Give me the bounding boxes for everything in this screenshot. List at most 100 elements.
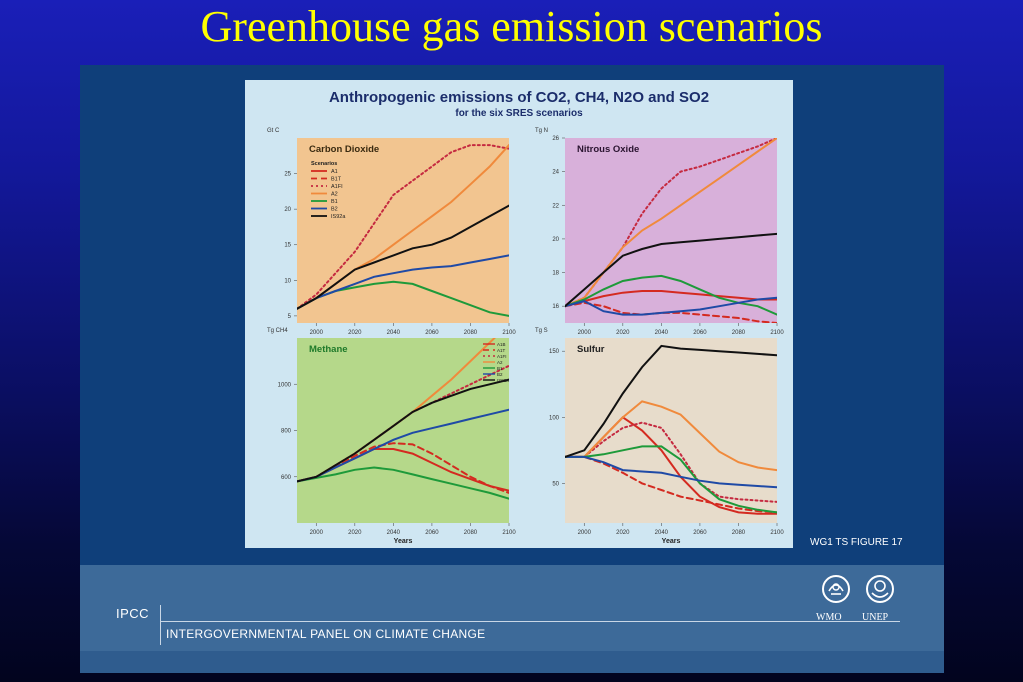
x-tick-label: 2000 [310, 530, 324, 536]
x-tick-label: 2040 [655, 330, 669, 336]
x-tick-label: 2000 [578, 530, 592, 536]
wmo-logo-icon [822, 575, 850, 603]
x-tick-label: 2080 [464, 330, 478, 336]
legend-entry: A1 [331, 169, 338, 175]
x-tick-label: 2100 [770, 330, 784, 336]
footer-band [80, 565, 944, 651]
y-tick-label: 100 [549, 415, 560, 421]
chart-3: Tg S 50 100 150 2000 2020 2040 2060 2080 2100 Year… [535, 328, 784, 545]
axis-unit-label: Gt C [267, 128, 280, 134]
y-tick-label: 1000 [278, 382, 292, 388]
legend-heading: Scenarios [311, 161, 337, 167]
x-tick-label: 2060 [425, 330, 439, 336]
y-tick-label: 20 [284, 207, 291, 213]
panel-title: Nitrous Oxide [577, 144, 639, 155]
chart-0: Gt C 5 10 15 20 25 2000 2020 2040 2060 2080 2100 Car… [267, 128, 516, 336]
y-tick-label: 15 [284, 243, 291, 249]
legend-entry: A1T [497, 348, 506, 353]
series-line-a2 [565, 138, 777, 308]
panel-title: Methane [309, 344, 348, 355]
ipcc-label: IPCC [116, 606, 150, 621]
series-line-a1fi [297, 144, 509, 310]
panel-title: Carbon Dioxide [309, 144, 379, 155]
plot-background [297, 338, 509, 523]
footer-rule [160, 621, 900, 622]
legend-entry: B1 [497, 366, 503, 371]
legend-entry: A1FI [331, 184, 343, 190]
ipcc-full-name: INTERGOVERNMENTAL PANEL ON CLIMATE CHANG… [166, 627, 486, 641]
x-tick-label: 2040 [387, 530, 401, 536]
legend-entry: A1B [497, 342, 506, 347]
x-axis-title: Years [662, 538, 681, 545]
x-tick-label: 2020 [616, 330, 630, 336]
x-tick-label: 2000 [310, 330, 324, 336]
series-line-a1t [565, 455, 777, 514]
x-axis-title: Years [394, 538, 413, 545]
x-tick-label: 2080 [732, 530, 746, 536]
x-tick-label: 2060 [693, 530, 707, 536]
figure-title: Anthropogenic emissions of CO2, CH4, N2O… [329, 89, 709, 106]
slide-title: Greenhouse gas emission scenarios [200, 2, 823, 51]
x-tick-label: 2100 [502, 330, 516, 336]
x-tick-label: 2100 [502, 530, 516, 536]
figure-caption: WG1 TS FIGURE 17 [810, 537, 903, 548]
x-tick-label: 2020 [348, 330, 362, 336]
x-tick-label: 2100 [770, 530, 784, 536]
wmo-label: WMO [816, 612, 842, 623]
emissions-figure-svg: Anthropogenic emissions of CO2, CH4, N2O… [267, 89, 784, 545]
footer-band-bottom [80, 651, 944, 673]
series-line-b1 [565, 445, 777, 514]
series-line-a1fi [565, 421, 777, 503]
x-tick-label: 2080 [732, 330, 746, 336]
x-tick-label: 2060 [693, 330, 707, 336]
footer-divider [160, 605, 161, 645]
x-tick-label: 2040 [387, 330, 401, 336]
series-group [565, 138, 777, 323]
series-line-b1 [565, 274, 777, 316]
y-tick-label: 10 [284, 278, 291, 284]
legend-entry: B1T [331, 177, 342, 183]
series-line-b2 [297, 408, 509, 483]
plot-background [565, 138, 777, 323]
y-tick-label: 18 [552, 271, 559, 277]
legend-entry: B1 [331, 199, 338, 205]
y-tick-label: 50 [552, 481, 559, 487]
chart-2: Tg CH4 600 800 1000 2000 2020 2040 2060 2080 2100… [267, 328, 516, 545]
emissions-figure: Anthropogenic emissions of CO2, CH4, N2O… [245, 80, 793, 548]
series-group [297, 338, 509, 500]
series-line-a1b [565, 290, 777, 308]
chart-1: Tg N 16 18 20 22 24 26 2000 2020 2040 2060 2080 2100… [535, 128, 784, 336]
legend-entry: A1FI [497, 354, 507, 359]
series-line-is92a [565, 232, 777, 308]
legend-entry: IS92a [331, 214, 346, 220]
panel-title: Sulfur [577, 344, 605, 355]
y-tick-label: 600 [281, 475, 292, 481]
y-tick-label: 150 [549, 349, 560, 355]
x-tick-label: 2020 [348, 530, 362, 536]
legend-entry: A2 [331, 192, 338, 198]
figure-subtitle: for the six SRES scenarios [455, 108, 583, 119]
legend-entry: IS92a [497, 378, 509, 383]
y-tick-label: 24 [552, 170, 559, 176]
y-tick-label: 800 [281, 429, 292, 435]
series-group [565, 344, 777, 515]
x-tick-label: 2080 [464, 530, 478, 536]
series-line-is92a [297, 378, 509, 483]
axis-unit-label: Tg CH4 [267, 328, 288, 334]
series-line-a1t [565, 301, 777, 323]
series-line-a2 [565, 400, 777, 472]
x-tick-label: 2040 [655, 530, 669, 536]
axis-unit-label: Tg S [535, 328, 548, 334]
y-tick-label: 20 [552, 237, 559, 243]
series-group [297, 144, 509, 317]
figure-panel: Anthropogenic emissions of CO2, CH4, N2O… [80, 65, 944, 673]
y-tick-label: 5 [288, 314, 292, 320]
plot-background [565, 338, 777, 523]
y-tick-label: 26 [552, 136, 559, 142]
y-tick-label: 22 [552, 203, 559, 209]
legend-entry: B2 [331, 207, 338, 213]
x-tick-label: 2000 [578, 330, 592, 336]
series-line-a1t [297, 442, 509, 494]
unep-logo-icon [866, 575, 894, 603]
legend-entry: B2 [497, 372, 503, 377]
